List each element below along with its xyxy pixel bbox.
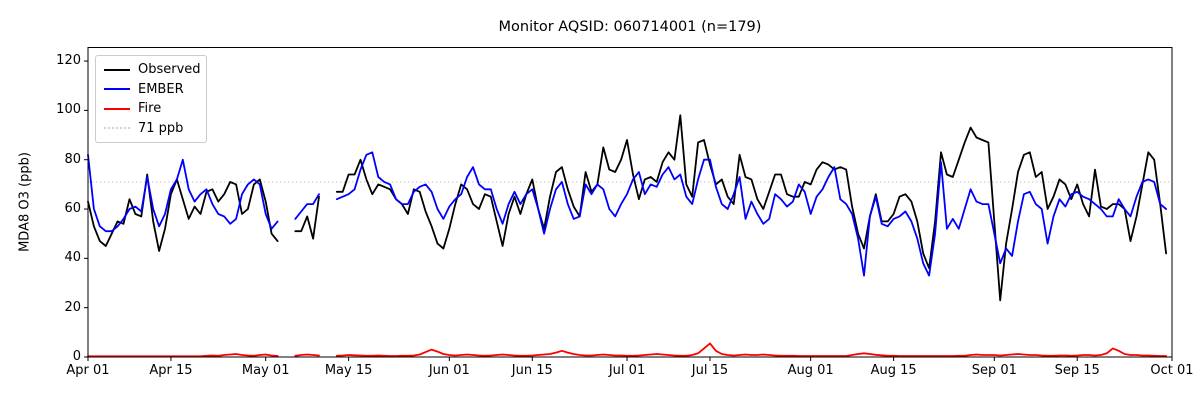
x-tick-label-apr-01: Apr 01 xyxy=(66,363,110,378)
observed-line-sample xyxy=(104,68,130,71)
legend-label-observed: Observed xyxy=(138,62,201,78)
x-tick-label-jul-01: Jul 01 xyxy=(608,363,646,378)
legend-item-observed: Observed xyxy=(104,60,201,80)
x-tick-label-jun-15: Jun 15 xyxy=(511,363,553,378)
series-line-ember xyxy=(87,151,1167,277)
x-tick-label-aug-01: Aug 01 xyxy=(787,363,834,378)
legend-label-ember: EMBER xyxy=(138,81,184,97)
series-line-observed xyxy=(87,114,1167,302)
y-tick-label-60: 60 xyxy=(64,201,81,217)
fire-line-sample xyxy=(104,107,130,110)
legend: Observed EMBER Fire 71 ppb xyxy=(95,55,207,143)
legend-label-fire: Fire xyxy=(138,101,162,117)
x-tick-label-jun-01: Jun 01 xyxy=(428,363,470,378)
legend-item-threshold: 71 ppb xyxy=(104,119,198,139)
x-tick-label-sep-15: Sep 15 xyxy=(1054,363,1100,378)
x-tick-label-aug-15: Aug 15 xyxy=(870,363,917,378)
y-tick-label-40: 40 xyxy=(64,250,81,266)
x-tick-label-sep-01: Sep 01 xyxy=(971,363,1017,378)
y-tick-label-100: 100 xyxy=(56,102,81,118)
chart-title: Monitor AQSID: 060714001 (n=179) xyxy=(498,19,762,35)
y-tick-label-80: 80 xyxy=(64,151,81,167)
x-tick-label-jul-15: Jul 15 xyxy=(691,363,729,378)
legend-item-ember: EMBER xyxy=(104,80,198,100)
x-tick-label-may-15: May 15 xyxy=(324,363,373,378)
series-line-fire xyxy=(87,342,1167,358)
legend-item-fire: Fire xyxy=(104,99,198,119)
threshold-line-sample xyxy=(104,127,130,130)
x-tick-label-oct-01: Oct 01 xyxy=(1150,363,1194,378)
y-tick-label-20: 20 xyxy=(64,299,81,315)
x-tick-label-apr-15: Apr 15 xyxy=(149,363,193,378)
y-tick-label-0: 0 xyxy=(72,349,81,365)
ember-line-sample xyxy=(104,88,130,91)
y-tick-label-120: 120 xyxy=(56,53,81,69)
axes-frame xyxy=(87,47,1173,358)
legend-label-threshold: 71 ppb xyxy=(138,120,184,136)
x-tick-label-may-01: May 01 xyxy=(241,363,290,378)
